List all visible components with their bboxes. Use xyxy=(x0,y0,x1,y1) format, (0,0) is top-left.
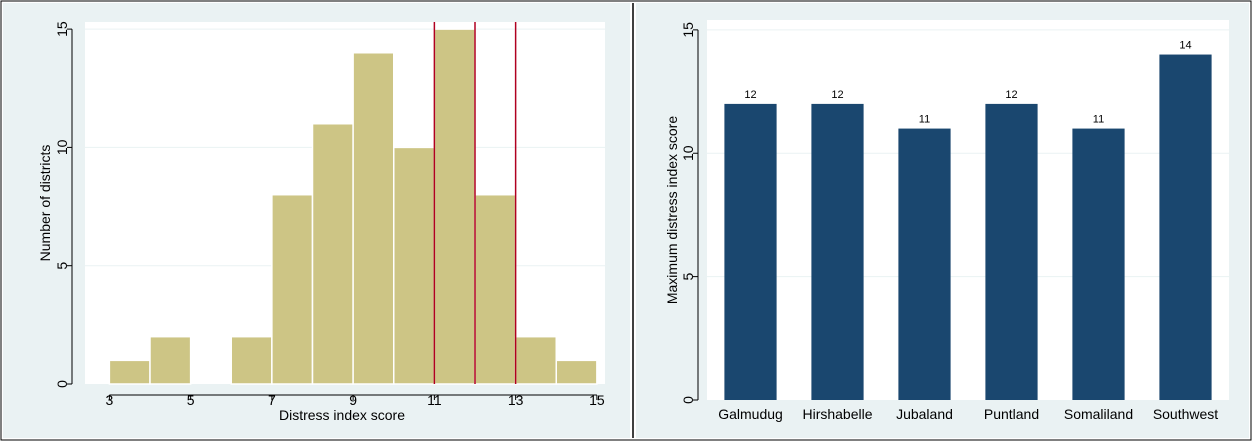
histogram-bar xyxy=(555,359,598,385)
region-bar xyxy=(985,103,1038,400)
bar-data-label: 11 xyxy=(1093,114,1104,126)
bar-y-tick-label: 15 xyxy=(680,22,696,38)
region-bar xyxy=(811,103,864,400)
histogram-bar xyxy=(311,122,354,385)
region-bar-panel: 12 12 11 12 11 14 0 5 10 15 Galmudug Hirshabelle J… xyxy=(636,3,1249,438)
histogram-bar xyxy=(474,193,517,385)
histogram-bar xyxy=(433,28,476,385)
histogram-x-tick-label: 15 xyxy=(589,392,605,408)
bar-category-labels: Galmudug Hirshabelle Jubaland Puntland Somal… xyxy=(718,406,1218,422)
bar-category-label: Puntland xyxy=(984,406,1039,422)
bar-data-label: 14 xyxy=(1179,40,1191,52)
bar-data-label: 12 xyxy=(744,89,756,101)
histogram-bar xyxy=(108,359,151,385)
histogram-axes xyxy=(67,28,598,400)
histogram-bars xyxy=(108,28,598,385)
region-bars xyxy=(724,54,1212,401)
histogram-y-tick-label: 15 xyxy=(54,21,70,37)
bar-y-tick-labels: 0 5 10 15 xyxy=(680,22,696,404)
bar-data-label: 12 xyxy=(1005,89,1017,101)
histogram-y-tick-label: 5 xyxy=(54,262,70,270)
histogram-bar xyxy=(271,193,314,385)
region-bar xyxy=(898,128,951,401)
bar-category-label: Somaliland xyxy=(1064,406,1133,422)
bar-y-tick-label: 10 xyxy=(680,145,696,161)
histogram-x-tick-label: 11 xyxy=(427,392,442,408)
bar-category-label: Jubaland xyxy=(896,406,953,422)
bar-category-label: Southwest xyxy=(1153,406,1218,422)
histogram-x-tick-label: 13 xyxy=(508,392,524,408)
histogram-x-axis-label: Distress index score xyxy=(279,407,405,423)
histogram-y-tick-label: 0 xyxy=(54,380,70,388)
histogram-x-tick-label: 5 xyxy=(187,392,195,408)
histogram-panel: 0 5 10 15 3 5 7 9 11 13 15 Distress index score N… xyxy=(3,3,630,438)
bar-axes xyxy=(693,29,699,401)
histogram-bar xyxy=(352,52,395,385)
bar-data-label: 12 xyxy=(831,89,843,101)
histogram-bar xyxy=(230,335,273,385)
histogram-y-tick-label: 10 xyxy=(54,139,70,155)
histogram-bar xyxy=(514,335,557,385)
histogram-bar xyxy=(149,335,192,385)
bar-category-label: Hirshabelle xyxy=(802,406,872,422)
bar-y-tick-label: 0 xyxy=(680,396,696,404)
bar-y-tick-label: 5 xyxy=(680,273,696,281)
bar-plot-area xyxy=(707,20,1229,400)
bar-data-label: 11 xyxy=(919,114,930,126)
region-bar xyxy=(724,103,777,400)
bar-y-axis-label: Maximum distress index score xyxy=(664,116,680,304)
histogram-x-tick-label: 3 xyxy=(105,392,113,408)
bar-gridlines xyxy=(707,29,1229,278)
histogram-x-tick-label: 9 xyxy=(349,392,357,408)
histogram-y-tick-labels: 0 5 10 15 xyxy=(54,21,70,388)
histogram-x-tick-label: 7 xyxy=(268,392,276,408)
histogram-reference-lines xyxy=(433,22,517,384)
histogram-bar xyxy=(393,146,436,385)
histogram-y-axis-label: Number of districts xyxy=(37,145,53,262)
bar-data-labels: 12 12 11 12 11 14 xyxy=(744,40,1191,126)
bar-category-label: Galmudug xyxy=(718,406,783,422)
histogram-x-tick-labels: 3 5 7 9 11 13 15 xyxy=(105,392,604,408)
region-bar xyxy=(1159,54,1212,400)
region-bar xyxy=(1072,128,1125,401)
